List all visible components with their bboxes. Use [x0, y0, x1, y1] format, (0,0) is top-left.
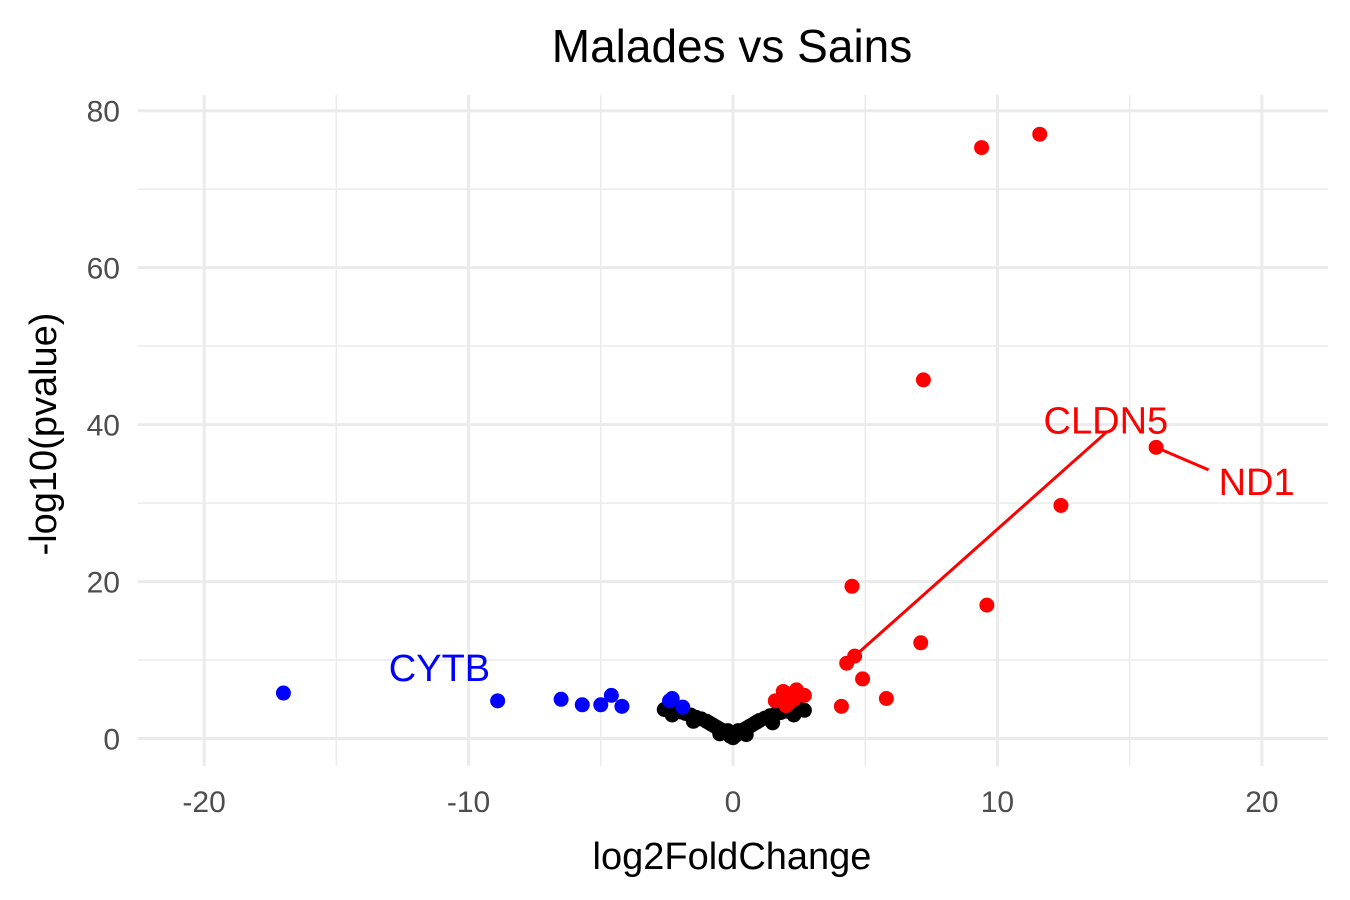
data-point-down — [275, 685, 291, 701]
x-tick-label: 20 — [1245, 786, 1278, 819]
data-point-up — [1053, 497, 1069, 513]
y-tick-label: 40 — [87, 410, 120, 443]
y-axis-ticks: 0 20 40 60 80 — [87, 96, 120, 757]
data-point-up — [913, 635, 929, 651]
data-point-up — [974, 140, 990, 156]
data-point-ns — [765, 715, 781, 731]
label-connector — [853, 431, 1107, 658]
x-axis-ticks: -20 -10 0 10 20 — [182, 786, 1278, 819]
x-tick-label: 0 — [725, 786, 742, 819]
data-point-down — [614, 698, 630, 714]
data-point-up — [1032, 126, 1048, 142]
annotation-connectors — [853, 431, 1210, 658]
data-point-down — [553, 691, 569, 707]
x-tick-label: 10 — [981, 786, 1014, 819]
x-tick-label: -20 — [182, 786, 225, 819]
data-point-up — [855, 671, 871, 687]
label-connector — [1155, 445, 1210, 472]
data-point-up — [833, 698, 849, 714]
data-point-up — [1148, 439, 1164, 455]
data-point-down — [593, 697, 609, 713]
data-point-up — [844, 578, 860, 594]
y-tick-label: 0 — [103, 724, 120, 757]
data-point-down — [675, 699, 691, 715]
chart-title: Malades vs Sains — [552, 20, 913, 72]
data-point-up — [915, 372, 931, 388]
x-axis-title: log2FoldChange — [593, 836, 872, 878]
y-axis-title: -log10(pvalue) — [23, 313, 65, 556]
y-tick-label: 80 — [87, 96, 120, 129]
data-points — [275, 126, 1164, 746]
gene-label: CLDN5 — [1044, 401, 1169, 443]
data-point-up — [878, 691, 894, 707]
data-point-down — [603, 687, 619, 703]
data-point-up — [778, 698, 794, 714]
x-tick-label: -10 — [447, 786, 490, 819]
data-point-down — [574, 697, 590, 713]
data-point-down — [490, 693, 506, 709]
data-point-ns — [685, 713, 701, 729]
gene-labels: CYTB CLDN5 ND1 — [389, 401, 1295, 690]
data-point-ns — [725, 726, 741, 742]
y-tick-label: 20 — [87, 567, 120, 600]
gene-label: ND1 — [1219, 462, 1295, 504]
data-point-up — [979, 597, 995, 613]
y-tick-label: 60 — [87, 253, 120, 286]
data-point-down — [664, 691, 680, 707]
data-point-ns — [664, 707, 680, 723]
data-point-up — [839, 655, 855, 671]
gene-label: CYTB — [389, 648, 490, 690]
